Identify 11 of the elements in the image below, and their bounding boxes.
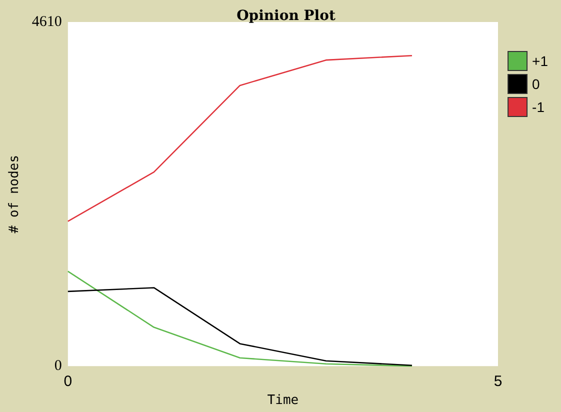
chart-title: Opinion Plot xyxy=(236,8,336,24)
line-series xyxy=(67,54,413,222)
legend-label: +1 xyxy=(532,53,548,69)
y-tick-label: 4610 xyxy=(32,14,62,30)
legend-label: 0 xyxy=(532,76,540,92)
legend-label: -1 xyxy=(532,99,545,115)
x-tick-label: 5 xyxy=(494,373,502,390)
line-series xyxy=(67,270,413,367)
x-axis-title: Time xyxy=(267,393,299,408)
line-series xyxy=(67,287,413,366)
y-axis-title: # of nodes xyxy=(7,154,22,234)
